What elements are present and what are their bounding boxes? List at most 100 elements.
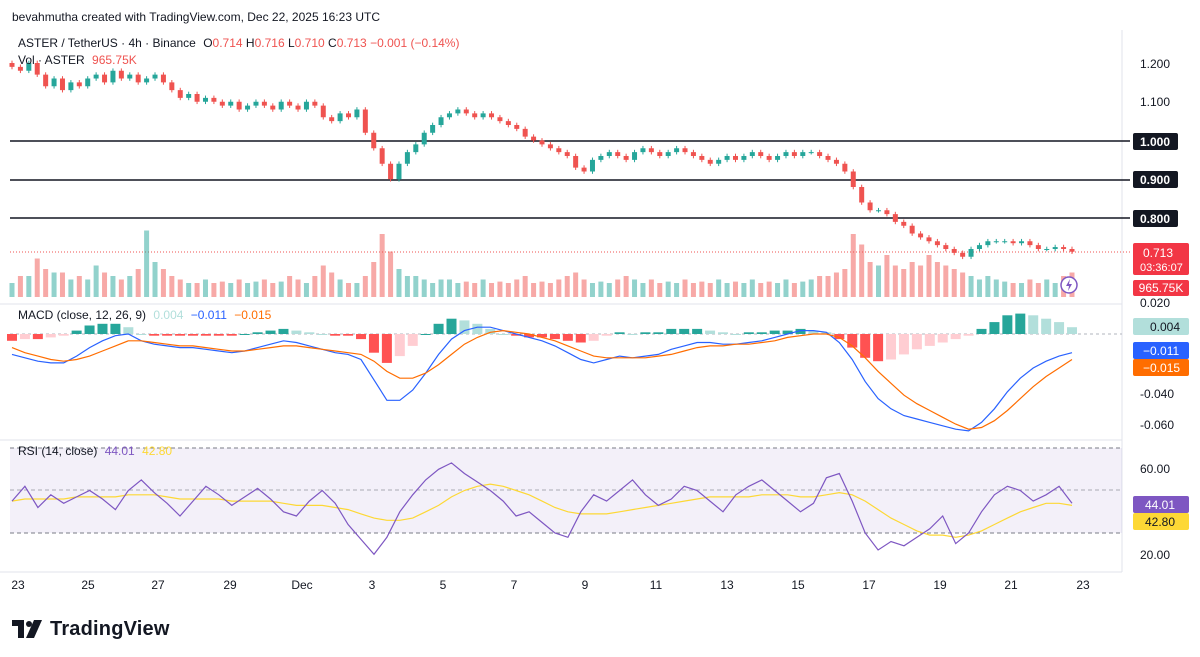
- macd-histogram-bar: [1002, 315, 1013, 334]
- candle-body: [968, 249, 974, 257]
- macd-histogram-bar: [58, 334, 69, 336]
- macd-legend-label[interactable]: MACD (close, 12, 26, 9): [18, 308, 147, 322]
- candle-body: [270, 105, 276, 110]
- candle-body: [388, 163, 394, 180]
- macd-histogram-bar: [19, 334, 30, 340]
- candle-body: [320, 105, 326, 118]
- x-axis-tick-label: 19: [933, 578, 947, 592]
- candle-body: [791, 152, 797, 156]
- candle-body: [135, 74, 141, 83]
- macd-histogram-bar: [537, 334, 547, 338]
- candle-body: [245, 105, 251, 110]
- rsi-badge: 44.01: [1133, 496, 1189, 513]
- candle-body: [707, 159, 713, 164]
- level-badge-1000[interactable]: 1.000: [1133, 133, 1178, 150]
- symbol-label[interactable]: ASTER / TetherUS · 4h · Binance: [18, 36, 196, 50]
- macd-histogram-bar: [407, 334, 418, 346]
- candle-body: [842, 163, 848, 172]
- volume-bar: [169, 276, 175, 297]
- volume-bar: [430, 283, 436, 297]
- macd-histogram-bar: [976, 328, 987, 334]
- ohlc-high-label: H: [245, 36, 255, 50]
- volume-bar: [236, 279, 242, 297]
- x-axis-tick-label: 25: [81, 578, 95, 592]
- candle-body: [665, 152, 671, 156]
- candle-body: [1052, 247, 1058, 249]
- x-axis-tick-label: 17: [862, 578, 876, 592]
- macd-histogram-bar: [213, 334, 224, 336]
- candle-body: [329, 117, 335, 122]
- candle-body: [253, 101, 259, 106]
- macd-histogram-bar: [614, 332, 625, 334]
- candle-body: [514, 125, 520, 129]
- candle-body: [160, 74, 166, 83]
- volume-bar: [581, 279, 587, 297]
- level-badge-0800[interactable]: 0.800: [1133, 210, 1178, 227]
- volume-bar: [682, 279, 688, 297]
- candle-body: [951, 249, 957, 253]
- ohlc-high: 0.716: [254, 36, 285, 50]
- macd-histogram-bar: [472, 323, 483, 334]
- volume-bar: [775, 283, 781, 297]
- candle-body: [295, 105, 301, 110]
- candle-body: [278, 101, 284, 110]
- price-tick-1100: 1.100: [1140, 95, 1170, 109]
- candle-body: [749, 152, 755, 156]
- volume-bar: [346, 283, 352, 297]
- rsi-tick-20: 20.00: [1140, 548, 1170, 562]
- macd-tick-0060: -0.060: [1140, 418, 1174, 432]
- candle-body: [531, 136, 537, 141]
- volume-bar: [648, 279, 654, 297]
- macd-histogram-bar: [1015, 313, 1026, 334]
- macd-histogram-bar: [692, 328, 703, 334]
- candle-body: [76, 82, 82, 87]
- candle-body: [430, 125, 436, 133]
- volume-bar: [371, 262, 377, 297]
- candle-body: [1027, 241, 1033, 246]
- macd-histogram-bar: [950, 334, 961, 340]
- macd-histogram-bar: [84, 325, 95, 334]
- macd-histogram-bar: [71, 330, 82, 334]
- rsi-legend-label[interactable]: RSI (14, close): [18, 444, 98, 458]
- volume-bar: [732, 281, 738, 297]
- macd-histogram-bar: [446, 318, 457, 334]
- volume-bar: [396, 269, 402, 297]
- macd-histogram-bar: [368, 334, 379, 353]
- volume-bar: [303, 283, 309, 297]
- candle-body: [817, 152, 823, 156]
- macd-histogram-bar: [123, 327, 134, 334]
- level-badge-0900[interactable]: 0.900: [1133, 171, 1178, 188]
- volume-bar: [505, 283, 511, 297]
- x-axis-tick-label: 27: [151, 578, 165, 592]
- macd-histogram-bar: [756, 332, 767, 334]
- candle-body: [632, 152, 638, 160]
- candle-body: [59, 78, 65, 91]
- x-axis-tick-label: 23: [11, 578, 25, 592]
- macd-histogram-bar: [743, 332, 754, 334]
- volume-bar: [1035, 283, 1041, 297]
- candle-body: [480, 113, 486, 118]
- macd-tick-0040: -0.040: [1140, 387, 1174, 401]
- volume-bar: [531, 283, 537, 297]
- candle-body: [219, 101, 225, 106]
- candle-body: [783, 152, 789, 156]
- macd-histogram-bar: [187, 334, 198, 336]
- volume-bar: [102, 272, 108, 297]
- candle-body: [194, 94, 200, 102]
- volume-bar: [337, 279, 343, 297]
- candle-body: [993, 241, 999, 243]
- candle-body: [362, 109, 368, 133]
- tradingview-logo[interactable]: TradingView: [12, 617, 170, 641]
- macd-histogram-bar: [381, 334, 392, 363]
- volume-bar: [85, 279, 91, 297]
- candle-body: [102, 74, 108, 83]
- candle-body: [766, 156, 772, 160]
- volume-bar: [186, 283, 192, 297]
- macd-histogram-bar: [136, 334, 147, 335]
- lightning-icon[interactable]: [1060, 276, 1078, 294]
- volume-bar: [968, 276, 974, 297]
- candle-body: [463, 109, 469, 114]
- candle-body: [800, 152, 806, 156]
- macd-histogram-bar: [924, 334, 935, 346]
